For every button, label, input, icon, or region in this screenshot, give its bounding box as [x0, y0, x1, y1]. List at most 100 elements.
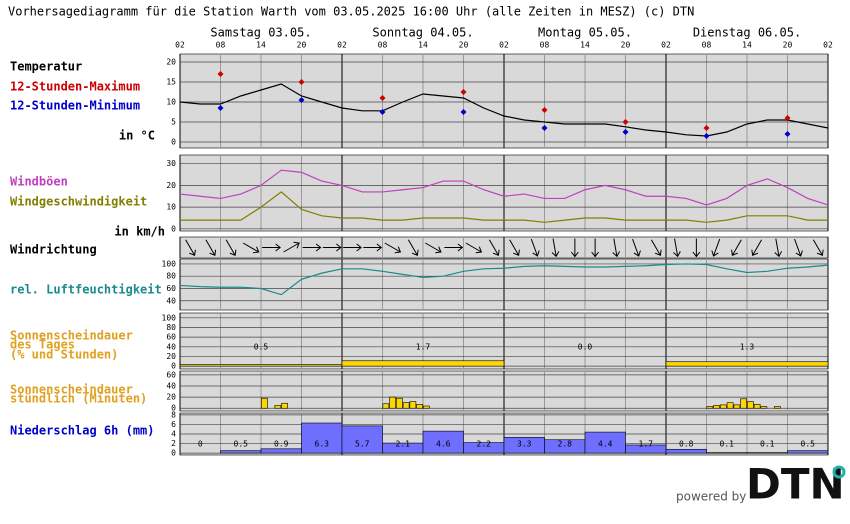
data-label: 1.3: [740, 343, 755, 352]
panel-heading: Windrichtung: [10, 243, 97, 257]
bar: [706, 406, 714, 409]
data-label: 0.1: [720, 440, 735, 449]
y-tick-label: 6: [171, 420, 176, 429]
point: [460, 109, 467, 115]
data-label: 2.2: [477, 440, 492, 449]
data-label: 0.0: [578, 343, 593, 352]
point: [784, 131, 791, 137]
bar: [774, 406, 781, 409]
bar: [726, 402, 734, 409]
y-tick-label: 30: [166, 159, 176, 168]
bar: [760, 406, 768, 409]
bar: [220, 450, 262, 454]
wind-arrow: [673, 238, 681, 258]
point: [460, 89, 467, 95]
x-tick-label: 08: [540, 41, 550, 50]
panel-heading: stündlich (Minuten): [10, 392, 147, 406]
legend-entry: Windböen: [10, 175, 68, 189]
bar: [733, 404, 741, 409]
wind-arrow: [530, 238, 540, 257]
wind-arrow: [363, 243, 383, 252]
y-tick-label: 20: [166, 393, 176, 402]
bar: [409, 401, 417, 409]
y-tick-label: 10: [166, 98, 176, 107]
point: [298, 79, 305, 85]
wind-arrow: [774, 238, 783, 258]
line: [179, 169, 829, 206]
bar: [260, 448, 302, 454]
y-tick-label: 0: [171, 362, 176, 371]
day-label: Dienstag 06.05.: [693, 26, 801, 40]
unit-label: in °C: [119, 129, 155, 143]
bar: [740, 398, 747, 409]
wind-arrow: [185, 239, 196, 256]
y-tick-label: 60: [166, 333, 176, 342]
legend-entry: rel. Luftfeuchtigkeit: [10, 283, 162, 297]
wind-arrow: [488, 239, 500, 256]
bar: [720, 404, 727, 409]
wind-arrow: [225, 239, 237, 256]
bar: [753, 404, 761, 409]
y-tick-label: 60: [166, 370, 176, 379]
x-tick-label: 02: [499, 41, 509, 50]
y-tick-label: 0: [171, 138, 176, 147]
x-tick-label: 08: [702, 41, 712, 50]
bar: [416, 404, 423, 409]
y-tick-label: 20: [166, 58, 176, 67]
wind-arrow: [343, 243, 362, 252]
data-label: 0.9: [274, 440, 289, 449]
point: [541, 125, 548, 131]
wind-arrow: [692, 238, 701, 258]
wind-arrow: [812, 239, 824, 256]
data-label: 0.8: [679, 440, 694, 449]
bar: [261, 397, 268, 409]
point: [541, 107, 548, 113]
logo: DTN: [746, 460, 845, 509]
x-tick-label: 08: [216, 41, 226, 50]
point: [217, 105, 224, 111]
y-tick-label: 5: [171, 118, 176, 127]
y-tick-label: 100: [162, 313, 177, 322]
wind-arrow: [509, 239, 520, 256]
x-tick-label: 14: [418, 41, 428, 50]
bar: [665, 361, 829, 367]
bar: [584, 431, 626, 454]
data-label: 4.6: [436, 440, 451, 449]
x-tick-label: 14: [580, 41, 590, 50]
data-label: 1.7: [416, 343, 431, 352]
x-tick-label: 02: [823, 41, 833, 50]
panel-heading: Niederschlag 6h (mm): [10, 424, 155, 438]
x-tick-label: 20: [297, 41, 307, 50]
y-tick-label: 20: [166, 181, 176, 190]
bar: [402, 402, 410, 409]
data-label: 2.8: [558, 440, 573, 449]
panel-heading: des Tages: [10, 338, 75, 352]
x-tick-label: 08: [378, 41, 388, 50]
y-tick-label: 0: [171, 404, 176, 413]
x-tick-label: 20: [783, 41, 793, 50]
bar: [396, 397, 403, 409]
wind-arrow: [612, 238, 621, 258]
y-tick-label: 20: [166, 352, 176, 361]
wind-arrow: [794, 238, 803, 257]
data-label: 0.5: [234, 440, 249, 449]
data-label: 0: [198, 440, 203, 449]
x-tick-label: 02: [337, 41, 347, 50]
wind-arrow: [242, 242, 260, 254]
wind-arrow: [425, 242, 442, 254]
point: [622, 119, 629, 125]
y-tick-label: 0: [171, 224, 176, 233]
wind-arrow: [711, 238, 721, 257]
bar: [389, 396, 396, 409]
chart-title: Vorhersagediagramm für die Station Warth…: [8, 5, 694, 19]
point: [298, 97, 305, 103]
legend-entry: 12-Stunden-Minimum: [10, 99, 140, 113]
wind-arrow: [591, 238, 600, 258]
data-label: 2.1: [396, 440, 411, 449]
powered-by: powered by: [676, 490, 746, 504]
bar: [179, 364, 343, 367]
wind-arrow: [283, 241, 300, 253]
wind-arrow: [570, 238, 579, 258]
point: [379, 109, 386, 115]
